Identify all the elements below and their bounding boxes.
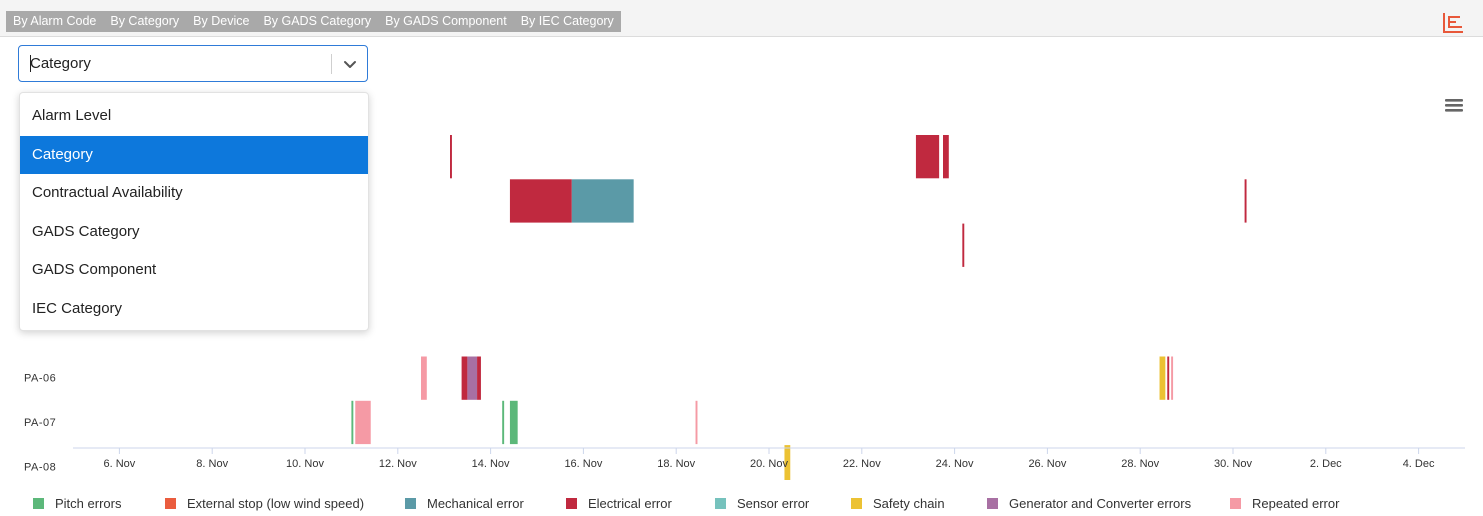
x-tick-label: 26. Nov [1028,458,1066,470]
x-tick-label: 20. Nov [750,458,788,470]
option-contractual-availability[interactable]: Contractual Availability [32,184,183,201]
timeline-bar-repeated-error[interactable] [695,400,698,445]
legend-item-electrical-error[interactable]: Electrical error [566,494,672,512]
timeline-bar-pitch-errors[interactable] [502,400,505,445]
timeline-bar-safety-chain[interactable] [784,445,791,480]
timeline-bar-repeated-error[interactable] [1171,356,1174,400]
legend-swatch [851,497,862,509]
option-gads-category[interactable]: GADS Category [32,222,140,240]
timeline-bar-electrical-error[interactable] [915,135,940,179]
x-tick-label: 18. Nov [657,458,695,470]
legend-label: Pitch errors [55,495,122,511]
legend-swatch [715,497,726,509]
legend-swatch [165,497,176,509]
x-tick-label: 2. Dec [1310,458,1342,470]
option-iec-category[interactable]: IEC Category [32,299,123,317]
x-tick-label: 14. Nov [472,458,510,470]
legend-swatch [405,497,416,509]
tab-by-category[interactable]: By Category [110,14,180,28]
legend-item-mechanical-error[interactable]: Mechanical error [405,494,524,512]
x-tick-label: 22. Nov [843,458,881,470]
hamburger-menu-icon[interactable] [1445,98,1463,113]
legend-label: Generator and Converter errors [1009,495,1192,511]
tab-by-gads-category[interactable]: By GADS Category [263,14,372,28]
y-axis-device-label: PA-07 [24,417,56,429]
x-tick-label: 28. Nov [1121,458,1159,470]
timeline-bar-electrical-error[interactable] [943,135,949,179]
legend-label: Electrical error [588,495,672,511]
group-by-dropdown-menu: Alarm Level Category Contractual Availabil… [19,92,369,331]
timeline-bar-electrical-error[interactable] [477,356,481,400]
x-tick-label: 8. Nov [196,458,228,470]
timeline-bar-electrical-error[interactable] [1167,356,1170,400]
x-tick-label: 4. Dec [1403,458,1435,470]
legend-label: Repeated error [1252,495,1340,511]
top-bar: By Alarm Code By Category By Device By GADS… [0,0,1483,37]
legend-label: Sensor error [737,495,810,511]
timeline-bar-repeated-error[interactable] [421,356,427,400]
legend-swatch [1230,497,1241,509]
legend-label: Mechanical error [427,495,524,511]
timeline-bar-repeated-error[interactable] [355,400,371,445]
timeline-bar-electrical-error[interactable] [461,356,468,400]
timeline-bar-safety-chain[interactable] [1159,356,1166,400]
y-axis-device-label: PA-08 [24,461,56,473]
timeline-bar-electrical-error[interactable] [509,179,572,223]
x-tick-label: 10. Nov [286,458,324,470]
option-alarm-level[interactable]: Alarm Level [32,107,112,124]
legend-swatch [987,497,998,509]
chart-legend: Pitch errors External stop (low wind spee… [0,494,1483,512]
brand-logo-icon [1443,13,1463,33]
x-tick-label: 30. Nov [1214,458,1252,470]
option-gads-component[interactable]: GADS Component [32,261,157,278]
report-tabs: By Alarm Code By Category By Device By GADS… [6,11,621,32]
legend-item-external-stop-low-wind-speed-[interactable]: External stop (low wind speed) [165,494,364,512]
tab-by-iec-category[interactable]: By IEC Category [520,14,614,28]
x-tick-label: 16. Nov [564,458,602,470]
timeline-bar-electrical-error[interactable] [962,223,965,267]
legend-item-repeated-error[interactable]: Repeated error [1230,494,1339,512]
legend-item-sensor-error[interactable]: Sensor error [715,494,809,512]
y-axis-device-label: PA-06 [24,373,56,385]
tab-by-device[interactable]: By Device [193,14,250,28]
text-cursor [30,55,31,72]
timeline-bar-electrical-error[interactable] [450,135,452,179]
group-by-select[interactable]: Category [18,45,368,82]
select-separator [331,54,332,74]
option-category[interactable]: Category [20,135,368,174]
tab-by-gads-component[interactable]: By GADS Component [385,14,507,28]
legend-item-generator-and-converter-errors[interactable]: Generator and Converter errors [987,494,1191,512]
timeline-bar-electrical-error[interactable] [1244,179,1247,223]
tab-by-alarm-code[interactable]: By Alarm Code [13,14,97,28]
x-tick-label: 6. Nov [104,458,136,470]
legend-item-pitch-errors[interactable]: Pitch errors [33,494,121,512]
timeline-bar-pitch-errors[interactable] [351,400,354,445]
timeline-bar-pitch-errors[interactable] [509,400,518,445]
legend-swatch [566,497,577,509]
timeline-bar-mechanical-error[interactable] [571,179,634,223]
legend-label: Safety chain [873,495,945,511]
timeline-bar-generator-and-converter-errors[interactable] [467,356,478,400]
legend-item-safety-chain[interactable]: Safety chain [851,494,945,512]
alarm-timeline-chart: 6. Nov 8. Nov 10. Nov 12. Nov 14. Nov 16. Nov… [24,135,1465,480]
group-by-select-value[interactable]: Category [30,55,91,72]
x-tick-label: 24. Nov [936,458,974,470]
x-tick-label: 12. Nov [379,458,417,470]
chevron-down-icon[interactable] [341,55,359,73]
legend-label: External stop (low wind speed) [187,495,365,511]
legend-swatch [33,497,44,509]
